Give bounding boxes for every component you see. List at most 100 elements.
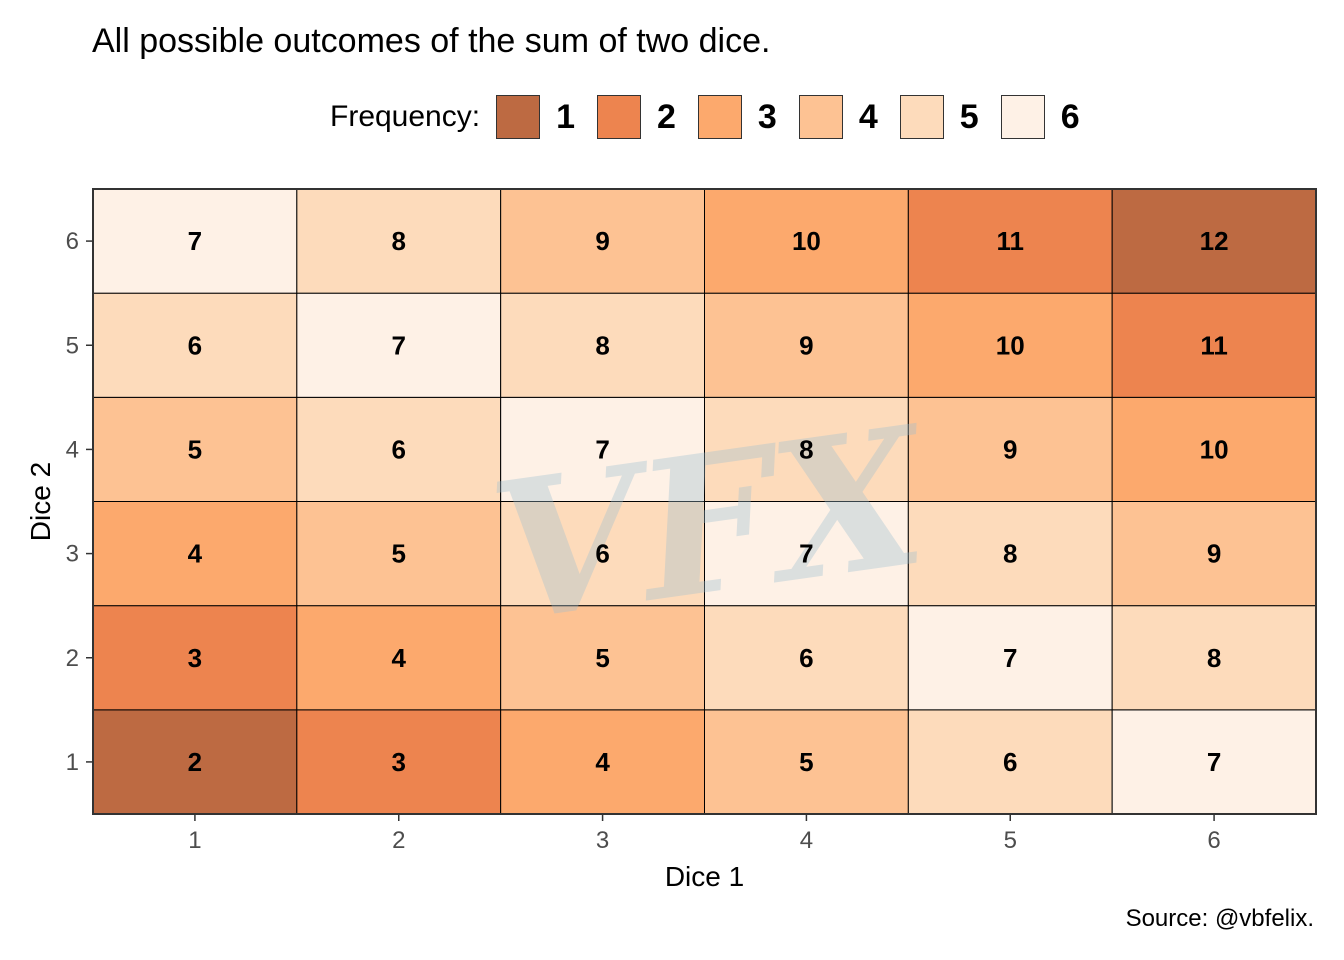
cell-value-label: 8 [1003, 539, 1017, 569]
legend-swatch [697, 95, 742, 139]
cell-value-label: 7 [595, 434, 609, 464]
legend-item-4: 4 [798, 95, 888, 139]
heatmap-cell [704, 396, 909, 503]
heatmap-cell [92, 501, 298, 607]
heatmap-cell [907, 605, 1113, 711]
legend-item-2: 2 [597, 95, 686, 139]
x-tick-label: 1 [188, 827, 201, 854]
heatmap-cell [500, 709, 705, 815]
y-tick-label: 5 [66, 332, 79, 359]
legend-value: 1 [556, 97, 575, 136]
legend-value: 2 [657, 97, 676, 136]
cell-value-label: 7 [392, 330, 406, 360]
heatmap-cell [1111, 396, 1317, 503]
legend-value: 5 [959, 97, 979, 136]
heatmap-cell [704, 605, 909, 711]
legend-item-5: 5 [899, 95, 989, 139]
y-axis-title: Dice 2 [25, 462, 56, 541]
heatmap-cell [500, 188, 705, 294]
legend-swatch [1000, 95, 1045, 139]
heatmap-cell [296, 396, 502, 503]
legend-item-6: 6 [1000, 95, 1090, 139]
legend-swatch [899, 95, 944, 139]
heatmap-cell [92, 709, 298, 815]
heatmap-cell [296, 605, 502, 711]
y-tick-label: 2 [66, 645, 79, 672]
cell-value-label: 5 [188, 434, 202, 464]
heatmap-cell [296, 501, 502, 607]
heatmap-cell [92, 292, 298, 398]
legend-item-1: 1 [496, 95, 585, 139]
y-tick-label: 1 [66, 749, 79, 776]
y-tick-label: 6 [66, 228, 79, 255]
cell-value-label: 8 [799, 434, 813, 464]
cell-value-label: 6 [392, 434, 406, 464]
cell-value-label: 4 [392, 643, 407, 673]
x-tick-label: 3 [596, 827, 609, 854]
legend-swatch [597, 95, 641, 139]
heatmap-cell [1111, 709, 1317, 815]
heatmap-cell [296, 292, 502, 398]
cell-value-label: 6 [1003, 747, 1017, 777]
x-tick-label: 6 [1207, 827, 1220, 854]
cell-value-label: 6 [595, 539, 609, 569]
heatmap-cell [907, 188, 1113, 294]
legend-value: 6 [1060, 97, 1080, 136]
cell-value-label: 9 [799, 330, 813, 360]
heatmap-cell [907, 292, 1113, 398]
x-axis-title: Dice 1 [665, 861, 744, 892]
cell-value-label: 3 [392, 747, 406, 777]
panel-border [92, 188, 1317, 815]
cell-value-label: 5 [799, 747, 813, 777]
cell-value-label: 11 [997, 226, 1025, 256]
legend: Frequency: 1 2 3 4 5 6 [330, 94, 1102, 140]
legend-item-3: 3 [697, 95, 787, 139]
cell-value-label: 7 [1003, 643, 1017, 673]
heatmap-cell [500, 605, 705, 711]
heatmap-cell [296, 188, 502, 294]
cell-value-label: 7 [799, 539, 813, 569]
cell-value-label: 8 [1207, 643, 1221, 673]
cell-value-label: 4 [595, 747, 610, 777]
x-tick-label: 4 [800, 827, 813, 854]
cell-value-label: 5 [595, 643, 609, 673]
heatmap-cell [907, 709, 1113, 815]
heatmap-cell [92, 605, 298, 711]
chart-title: All possible outcomes of the sum of two … [92, 22, 771, 60]
legend-title: Frequency: [330, 100, 481, 133]
legend-value: 4 [858, 97, 878, 136]
heatmap-cell [1111, 292, 1317, 398]
cell-value-label: 3 [188, 643, 202, 673]
cell-value-label: 4 [188, 539, 203, 569]
y-tick-label: 3 [66, 541, 79, 568]
cell-value-label: 5 [392, 539, 406, 569]
heatmap-cell [704, 188, 909, 294]
cell-value-label: 9 [1207, 539, 1221, 569]
heatmap-cell [704, 292, 909, 398]
cell-value-label: 9 [595, 226, 609, 256]
cell-value-label: 9 [1003, 434, 1017, 464]
cell-value-label: 10 [1200, 434, 1229, 464]
cell-value-label: 8 [392, 226, 406, 256]
cell-value-label: 7 [188, 226, 202, 256]
legend-value: 3 [757, 97, 777, 136]
cell-value-label: 11 [1200, 330, 1228, 360]
heatmap-cell [1111, 605, 1317, 711]
legend-swatch [798, 95, 843, 139]
source-caption: Source: @vbfelix. [1125, 905, 1314, 932]
x-tick-label: 2 [392, 827, 405, 854]
cell-value-label: 10 [996, 330, 1025, 360]
cell-value-label: 8 [595, 330, 609, 360]
y-tick-label: 4 [66, 436, 79, 463]
heatmap-cell [500, 501, 705, 607]
cell-value-label: 12 [1200, 226, 1229, 256]
heatmap-cell [704, 501, 909, 607]
cell-value-label: 6 [188, 330, 202, 360]
heatmap-cell [907, 501, 1113, 607]
cell-value-label: 2 [188, 747, 202, 777]
legend-swatch [496, 95, 541, 139]
heatmap-cell [704, 709, 909, 815]
cell-value-label: 10 [792, 226, 821, 256]
cell-value-label: 6 [799, 643, 813, 673]
